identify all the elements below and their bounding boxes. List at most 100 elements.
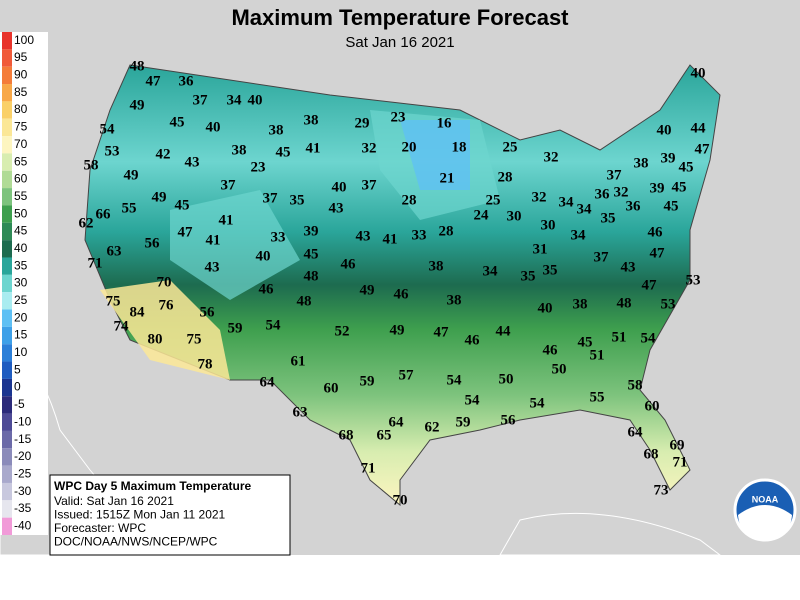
temperature: 23 xyxy=(391,109,406,125)
temperature: 52 xyxy=(335,323,350,339)
legend-swatch xyxy=(2,309,12,327)
temperature: 32 xyxy=(362,140,377,156)
temperature: 47 xyxy=(650,245,666,261)
temperature: 59 xyxy=(228,320,243,336)
legend-swatch xyxy=(2,153,12,171)
legend-label: 85 xyxy=(14,85,28,99)
info-line: Forecaster: WPC xyxy=(54,521,146,535)
temperature: 28 xyxy=(498,169,513,185)
temperature: 40 xyxy=(657,122,672,138)
temperature: 47 xyxy=(642,277,658,293)
temperature: 45 xyxy=(304,246,319,262)
temperature: 54 xyxy=(465,392,481,408)
temperature: 34 xyxy=(559,194,575,210)
legend-label: 40 xyxy=(14,241,28,255)
temperature: 45 xyxy=(170,114,185,130)
temperature: 70 xyxy=(157,274,172,290)
legend-label: 0 xyxy=(14,380,21,394)
temperature: 45 xyxy=(175,197,190,213)
legend-swatch xyxy=(2,465,12,483)
legend-swatch xyxy=(2,222,12,241)
temperature: 35 xyxy=(543,262,558,278)
temperature: 43 xyxy=(621,259,636,275)
temperature: 74 xyxy=(114,318,130,334)
temperature: 56 xyxy=(200,304,216,320)
temperature: 58 xyxy=(84,157,99,173)
temperature: 60 xyxy=(645,398,660,414)
temperature: 84 xyxy=(130,304,146,320)
temperature: 54 xyxy=(447,372,463,388)
temperature: 58 xyxy=(628,377,643,393)
temperature: 46 xyxy=(394,286,410,302)
temperature: 37 xyxy=(362,177,378,193)
temperature: 20 xyxy=(402,139,417,155)
temperature: 23 xyxy=(251,159,266,175)
temperature: 47 xyxy=(146,73,162,89)
legend-swatch xyxy=(2,517,12,535)
temperature: 43 xyxy=(185,154,200,170)
legend-swatch xyxy=(2,136,12,154)
temperature: 40 xyxy=(248,92,263,108)
temperature: 38 xyxy=(429,258,444,274)
legend-label: 65 xyxy=(14,154,28,168)
temperature: 29 xyxy=(355,115,370,131)
temperature: 40 xyxy=(538,300,553,316)
legend-label: 20 xyxy=(14,310,28,324)
temperature: 34 xyxy=(571,227,587,243)
legend-swatch xyxy=(2,482,12,501)
legend-swatch xyxy=(2,378,12,397)
legend-label: 5 xyxy=(14,362,21,376)
temperature: 38 xyxy=(304,112,319,128)
temperature: 50 xyxy=(552,361,567,377)
temperature: 69 xyxy=(670,437,685,453)
temperature: 49 xyxy=(390,322,405,338)
temperature: 41 xyxy=(306,140,321,156)
legend-swatch xyxy=(2,500,12,518)
temperature: 68 xyxy=(339,427,354,443)
temperature: 63 xyxy=(293,404,308,420)
temperature: 51 xyxy=(590,347,605,363)
temperature: 48 xyxy=(617,295,632,311)
legend-label: 15 xyxy=(14,328,28,342)
legend-swatch xyxy=(2,396,12,414)
legend-swatch xyxy=(2,66,12,85)
temperature: 36 xyxy=(595,186,611,202)
legend-swatch xyxy=(2,413,12,431)
legend-swatch xyxy=(2,430,12,449)
temperature: 68 xyxy=(644,446,659,462)
temperature: 59 xyxy=(456,414,471,430)
legend-swatch xyxy=(2,205,12,223)
temperature: 56 xyxy=(145,235,161,251)
temperature: 44 xyxy=(496,323,512,339)
temperature: 66 xyxy=(96,206,112,222)
temperature: 34 xyxy=(577,201,593,217)
legend-swatch xyxy=(2,361,12,379)
temperature: 41 xyxy=(219,212,234,228)
temperature: 47 xyxy=(434,324,450,340)
legend-label: -10 xyxy=(14,414,32,428)
temperature: 78 xyxy=(198,356,213,372)
temperature: 45 xyxy=(578,334,593,350)
temperature: 64 xyxy=(389,414,405,430)
logo-wave xyxy=(738,505,792,540)
temperature: 49 xyxy=(152,189,167,205)
temperature: 53 xyxy=(105,143,120,159)
temperature: 40 xyxy=(206,119,221,135)
temperature: 62 xyxy=(425,419,440,435)
temperature: 46 xyxy=(259,281,275,297)
legend-swatch xyxy=(2,32,12,50)
legend-swatch xyxy=(2,292,12,310)
info-line: Valid: Sat Jan 16 2021 xyxy=(54,494,174,508)
temperature: 70 xyxy=(393,492,408,508)
temperature: 38 xyxy=(634,155,649,171)
temperature: 49 xyxy=(130,97,145,113)
temperature: 54 xyxy=(100,121,116,137)
temperature: 45 xyxy=(276,144,291,160)
legend-swatch xyxy=(2,188,12,206)
legend: 1009590858075706560555045403530252015105… xyxy=(0,32,48,535)
legend-label: 100 xyxy=(14,33,34,47)
temperature: 46 xyxy=(465,332,481,348)
temperature: 46 xyxy=(543,342,559,358)
